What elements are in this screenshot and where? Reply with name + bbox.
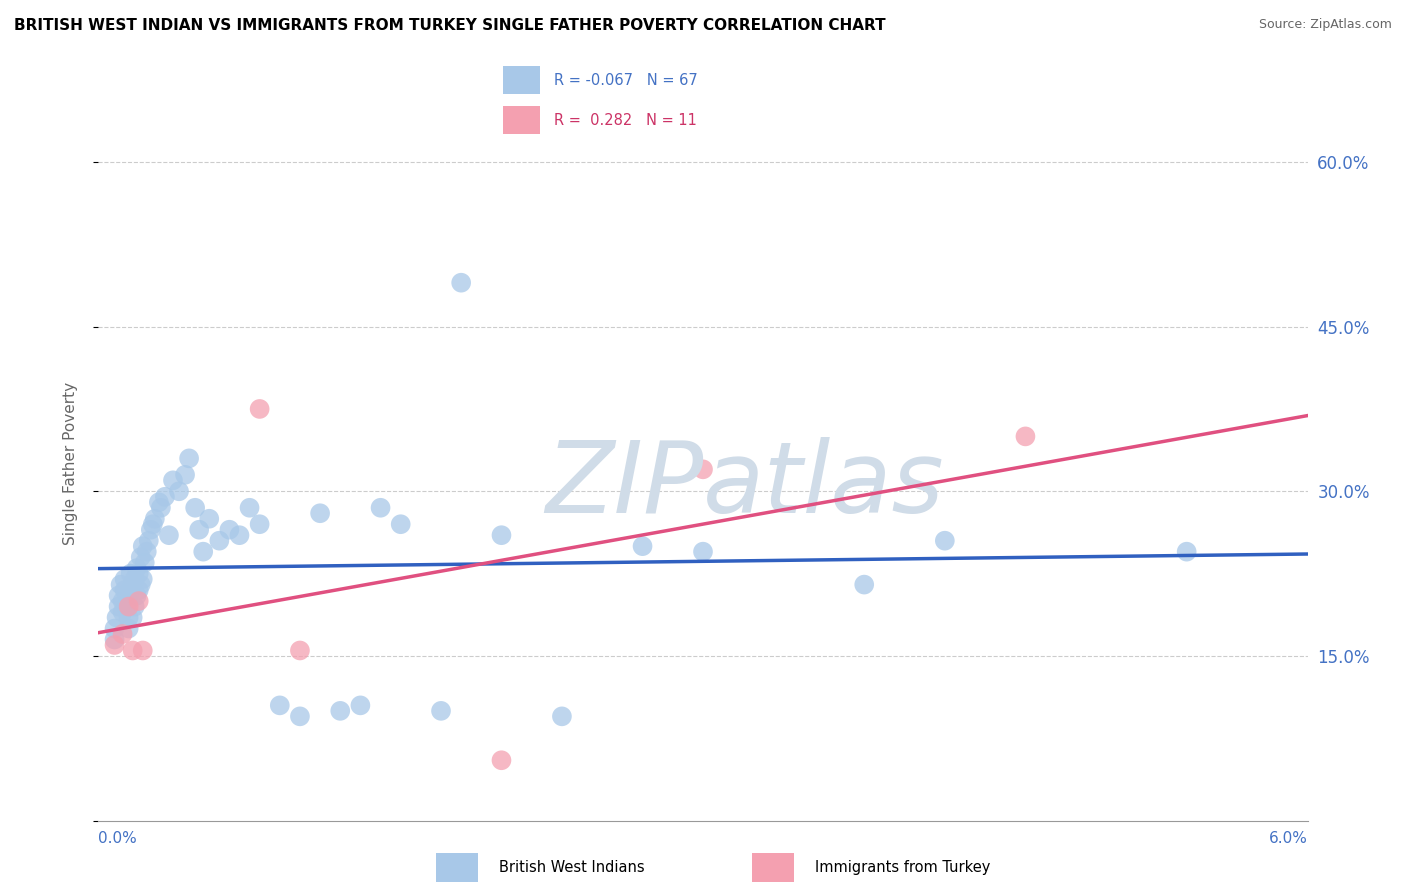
Bar: [436, 854, 478, 881]
Point: [389, 517, 412, 532]
Point: [138, 533, 160, 548]
Point: [269, 698, 291, 713]
Text: 6.0%: 6.0%: [1268, 831, 1308, 846]
Y-axis label: Single Father Poverty: Single Father Poverty: [63, 383, 77, 545]
Point: [103, 622, 125, 636]
Point: [128, 594, 150, 608]
Point: [239, 500, 262, 515]
Point: [934, 533, 956, 548]
Text: atlas: atlas: [703, 437, 945, 533]
Point: [1014, 429, 1036, 443]
Point: [1175, 544, 1198, 558]
Point: [107, 589, 129, 603]
Point: [118, 599, 141, 614]
Point: [103, 638, 125, 652]
Point: [157, 528, 180, 542]
Point: [167, 484, 190, 499]
Point: [118, 594, 141, 608]
Point: [111, 627, 134, 641]
Point: [149, 500, 172, 515]
Point: [249, 401, 271, 416]
Point: [129, 550, 152, 565]
Point: [110, 577, 132, 591]
Point: [111, 594, 134, 608]
Text: Immigrants from Turkey: Immigrants from Turkey: [815, 860, 991, 875]
Point: [370, 500, 392, 515]
Point: [128, 583, 150, 598]
Point: [118, 622, 141, 636]
Point: [111, 605, 134, 619]
Point: [193, 544, 215, 558]
Point: [631, 539, 654, 553]
Point: [128, 566, 150, 581]
Point: [349, 698, 371, 713]
Bar: [503, 67, 540, 95]
Point: [121, 577, 143, 591]
Text: ZIP: ZIP: [544, 437, 703, 533]
Point: [491, 753, 513, 767]
Point: [309, 506, 332, 520]
Point: [288, 709, 311, 723]
Point: [692, 462, 714, 476]
Point: [107, 599, 129, 614]
Point: [103, 632, 125, 647]
Point: [174, 467, 197, 482]
Point: [143, 512, 166, 526]
Point: [135, 544, 157, 558]
Point: [139, 523, 162, 537]
Point: [120, 566, 142, 581]
Point: [853, 577, 876, 591]
Bar: [503, 106, 540, 134]
Text: 0.0%: 0.0%: [98, 831, 138, 846]
Point: [125, 561, 148, 575]
Point: [179, 451, 201, 466]
Point: [114, 572, 136, 586]
Point: [491, 528, 513, 542]
Bar: [752, 854, 794, 881]
Point: [228, 528, 250, 542]
Point: [124, 572, 146, 586]
Text: R =  0.282   N = 11: R = 0.282 N = 11: [554, 112, 697, 128]
Point: [125, 589, 148, 603]
Point: [142, 517, 165, 532]
Point: [105, 610, 128, 624]
Point: [132, 539, 155, 553]
Point: [551, 709, 574, 723]
Point: [121, 610, 143, 624]
Point: [218, 523, 240, 537]
Text: R = -0.067   N = 67: R = -0.067 N = 67: [554, 73, 697, 88]
Point: [129, 577, 152, 591]
Point: [118, 610, 141, 624]
Text: British West Indians: British West Indians: [499, 860, 645, 875]
Point: [124, 599, 146, 614]
Point: [188, 523, 211, 537]
Point: [288, 643, 311, 657]
Point: [184, 500, 207, 515]
Text: BRITISH WEST INDIAN VS IMMIGRANTS FROM TURKEY SINGLE FATHER POVERTY CORRELATION : BRITISH WEST INDIAN VS IMMIGRANTS FROM T…: [14, 18, 886, 33]
Point: [430, 704, 453, 718]
Text: Source: ZipAtlas.com: Source: ZipAtlas.com: [1258, 18, 1392, 31]
Point: [121, 643, 143, 657]
Point: [132, 643, 155, 657]
Point: [115, 599, 138, 614]
Point: [198, 512, 221, 526]
Point: [249, 517, 271, 532]
Point: [329, 704, 352, 718]
Point: [132, 572, 155, 586]
Point: [153, 490, 176, 504]
Point: [208, 533, 231, 548]
Point: [134, 556, 156, 570]
Point: [450, 276, 472, 290]
Point: [148, 495, 170, 509]
Point: [120, 583, 142, 598]
Point: [114, 583, 136, 598]
Point: [162, 473, 184, 487]
Point: [692, 544, 714, 558]
